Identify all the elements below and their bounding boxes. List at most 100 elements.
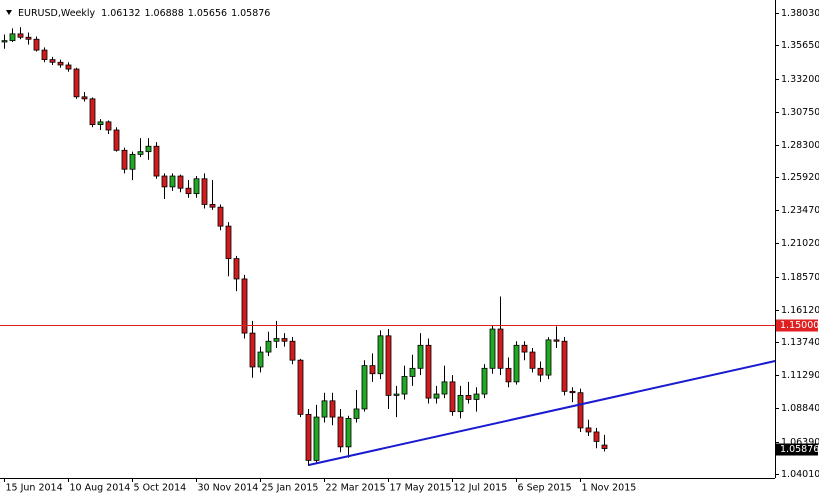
candle-body [329, 400, 336, 418]
candle-body [9, 33, 16, 42]
high-value: 1.06888 [144, 8, 183, 19]
candle-body [481, 367, 488, 395]
candle-body [529, 351, 536, 369]
candle-body [513, 344, 520, 383]
candle-body [425, 344, 432, 399]
level-label-box [776, 319, 818, 332]
price-label: 1.05876 [780, 444, 819, 455]
candle-body [465, 394, 472, 400]
y-tick-label: 1.28300 [781, 140, 819, 151]
candle-body [553, 339, 560, 342]
candle-body [33, 38, 40, 51]
close-value: 1.05876 [231, 8, 270, 19]
chart-title: EURUSD,Weekly [18, 8, 96, 19]
candle-body [201, 178, 208, 205]
chart-header: EURUSD,Weekly 1.06132 1.06888 1.05656 1.0587… [18, 8, 270, 19]
candle-body [97, 121, 104, 125]
candle-body [433, 393, 440, 399]
candle-body [217, 206, 224, 227]
candle-body [105, 121, 112, 131]
candle-body [441, 381, 448, 395]
low-value: 1.05656 [188, 8, 227, 19]
y-tick-label: 1.25920 [781, 172, 819, 183]
x-tick-label: 5 Oct 2014 [134, 483, 187, 494]
candle-body [113, 129, 120, 151]
candle-body [49, 59, 56, 63]
x-tick-label: 25 Jan 2015 [262, 483, 319, 494]
candle-body [577, 392, 584, 429]
candle-body [241, 278, 248, 334]
candle-body [353, 408, 360, 419]
y-tick-label: 1.21020 [781, 238, 819, 249]
trend-line [308, 360, 776, 466]
candle-body [593, 431, 600, 442]
candle-body [145, 145, 152, 153]
candle-body [449, 381, 456, 413]
candle-body [305, 413, 312, 461]
x-tick-label: 15 Jun 2014 [6, 483, 63, 494]
candle-body [73, 68, 80, 98]
candle-body [81, 96, 88, 100]
candle-body [393, 393, 400, 396]
candle-body [41, 49, 48, 60]
candle-body [561, 340, 568, 392]
candle-body [289, 340, 296, 361]
y-tick-label: 1.08840 [781, 403, 819, 414]
candle-body [89, 98, 96, 125]
candle-body [473, 393, 480, 400]
axis-panel [776, 0, 819, 478]
candle-body [177, 175, 184, 189]
price-label-box [776, 443, 818, 456]
candle-body [25, 36, 32, 40]
y-tick-label: 1.18570 [781, 272, 819, 283]
candle-body [65, 64, 72, 70]
y-tick-label: 1.23470 [781, 205, 819, 216]
candle-body [417, 344, 424, 369]
x-tick-label: 1 Nov 2015 [582, 483, 637, 494]
candle-body [585, 427, 592, 433]
y-tick-label: 1.16120 [781, 305, 819, 316]
x-tick-label: 10 Aug 2014 [70, 483, 131, 494]
candle-body [169, 175, 176, 188]
candle-body [57, 61, 64, 66]
y-tick-label: 1.30750 [781, 107, 819, 118]
x-tick-label: 30 Nov 2014 [198, 483, 259, 494]
candle-body [137, 151, 144, 155]
y-tick-label: 1.35650 [781, 40, 819, 51]
y-tick-label: 1.13740 [781, 337, 819, 348]
candle-body [537, 367, 544, 376]
candle-body [545, 339, 552, 376]
candle-body [153, 145, 160, 177]
candle-body [121, 149, 128, 170]
y-tick-label: 1.38030 [781, 8, 819, 19]
candle-body [457, 394, 464, 413]
y-tick-label: 1.33200 [781, 74, 819, 85]
x-tick-label: 12 Jul 2015 [454, 483, 508, 494]
candle-body [273, 338, 280, 342]
candle-body [337, 416, 344, 448]
candle-body [505, 367, 512, 383]
candle-body [257, 351, 264, 368]
candle-body [313, 416, 320, 461]
candle-body [17, 33, 24, 38]
candle-body [321, 400, 328, 418]
candle-body [233, 258, 240, 280]
candle-body [361, 365, 368, 410]
candle-body [401, 376, 408, 395]
candle-body [161, 175, 168, 188]
candle-body [601, 444, 608, 449]
x-tick-label: 6 Sep 2015 [518, 483, 572, 494]
candle-body [129, 153, 136, 170]
candle-body [185, 187, 192, 195]
y-tick-label: 1.04010 [781, 469, 819, 480]
open-value: 1.06132 [101, 8, 140, 19]
candle-body [385, 335, 392, 396]
candle-body [225, 225, 232, 260]
menu-icon[interactable] [6, 10, 12, 15]
x-tick-label: 22 Mar 2015 [326, 483, 386, 494]
y-tick-label: 1.06390 [781, 437, 819, 448]
candle-body [249, 332, 256, 368]
candle-body [369, 365, 376, 375]
